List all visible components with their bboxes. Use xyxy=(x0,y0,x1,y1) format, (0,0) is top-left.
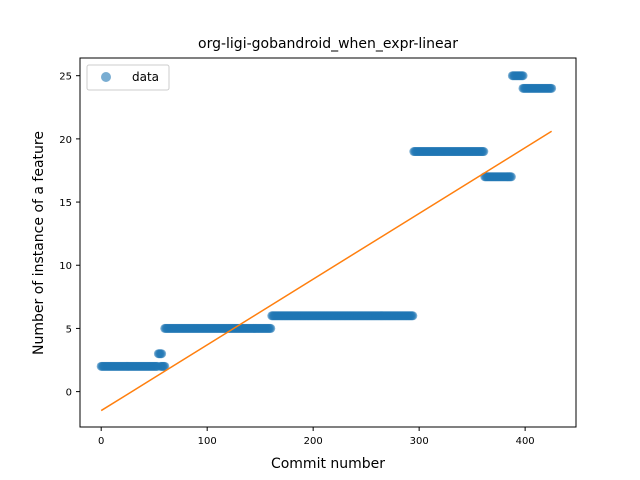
x-axis-label: Commit number xyxy=(271,456,385,472)
data-point-429 xyxy=(547,83,557,93)
x-tick-label-100: 100 xyxy=(198,436,217,447)
data-point-62 xyxy=(160,361,170,371)
data-point-163 xyxy=(266,323,276,333)
x-tick-label-400: 400 xyxy=(516,436,535,447)
fit-line xyxy=(100,130,553,412)
plot-area xyxy=(96,71,557,412)
legend: data xyxy=(86,64,170,91)
y-tick-label-0: 0 xyxy=(66,388,72,399)
data-point-57 xyxy=(157,349,167,359)
y-tick-label-15: 15 xyxy=(59,198,72,209)
y-tick-label-10: 10 xyxy=(59,261,72,272)
y-tick-label-25: 25 xyxy=(59,72,72,83)
plot-frame xyxy=(79,57,577,428)
y-tick-label-20: 20 xyxy=(59,135,72,146)
x-tick-label-200: 200 xyxy=(304,436,323,447)
legend-box xyxy=(86,64,170,91)
y-axis-label: Number of instance of a feature xyxy=(31,131,47,355)
x-tick-label-0: 0 xyxy=(98,436,104,447)
data-point-364 xyxy=(479,147,489,157)
legend-marker-data xyxy=(101,72,111,82)
data-point-390 xyxy=(506,172,516,182)
x-tick-label-300: 300 xyxy=(410,436,429,447)
y-axis: 0 5 10 15 20 25 xyxy=(59,72,80,399)
y-tick-label-5: 5 xyxy=(66,324,72,335)
data-point-297 xyxy=(408,311,418,321)
x-axis: 0 100 200 300 400 xyxy=(98,427,535,447)
chart-title: org-ligi-gobandroid_when_expr-linear xyxy=(198,36,458,52)
legend-label-data: data xyxy=(132,70,159,84)
data-point-401 xyxy=(518,71,528,81)
